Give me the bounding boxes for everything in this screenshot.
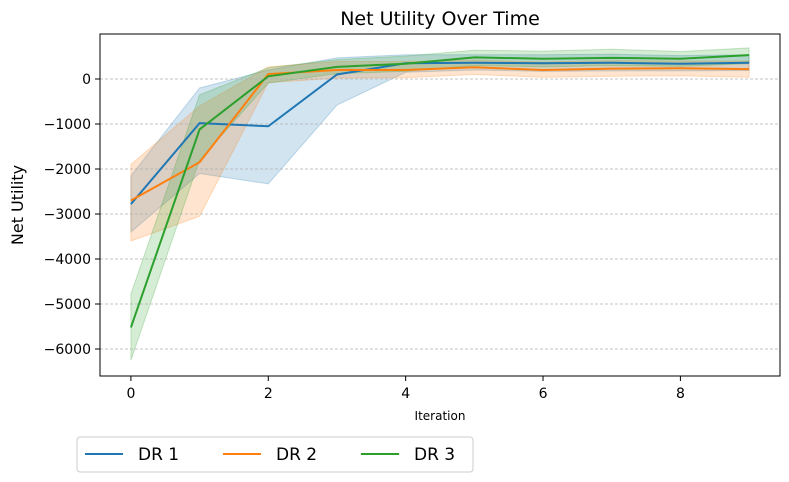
- legend-box: [76, 436, 474, 473]
- x-axis-ticks: 0 2 4 6 8: [126, 376, 685, 402]
- y-tick-label: −3000: [44, 207, 91, 223]
- confidence-band-dr3: [130, 47, 750, 361]
- confidence-bands: [130, 47, 750, 361]
- y-tick-label: −2000: [44, 162, 91, 178]
- x-tick-label: 2: [264, 386, 273, 402]
- y-tick-label: 0: [82, 72, 91, 88]
- y-tick-label: −5000: [44, 297, 91, 313]
- y-axis-ticks: 0 −1000 −2000 −3000 −4000 −5000 −6000: [44, 72, 100, 358]
- x-tick-label: 6: [539, 386, 548, 402]
- legend-label-dr1: DR 1: [138, 445, 179, 465]
- x-tick-label: 0: [126, 386, 135, 402]
- x-tick-label: 8: [676, 386, 685, 402]
- confidence-band-dr1: [130, 53, 750, 234]
- y-axis-label: Net Utility: [8, 165, 27, 245]
- y-tick-label: −6000: [44, 342, 91, 358]
- x-axis-label: Iteration: [415, 409, 466, 423]
- confidence-band-dr2: [130, 59, 750, 242]
- series-line-dr3: [129, 54, 750, 328]
- y-tick-label: −1000: [44, 117, 91, 133]
- series-line-dr1: [130, 61, 750, 205]
- legend-label-dr3: DR 3: [414, 445, 455, 465]
- grid-lines: [100, 78, 780, 350]
- plot-frame: [99, 33, 781, 377]
- series-line-dr2: [130, 66, 750, 202]
- series-lines: [129, 54, 750, 328]
- chart-title: Net Utility Over Time: [340, 8, 540, 30]
- y-tick-label: −4000: [44, 252, 91, 268]
- x-tick-label: 4: [401, 386, 410, 402]
- legend: DR 1 DR 2 DR 3: [76, 436, 474, 473]
- legend-label-dr2: DR 2: [276, 445, 317, 465]
